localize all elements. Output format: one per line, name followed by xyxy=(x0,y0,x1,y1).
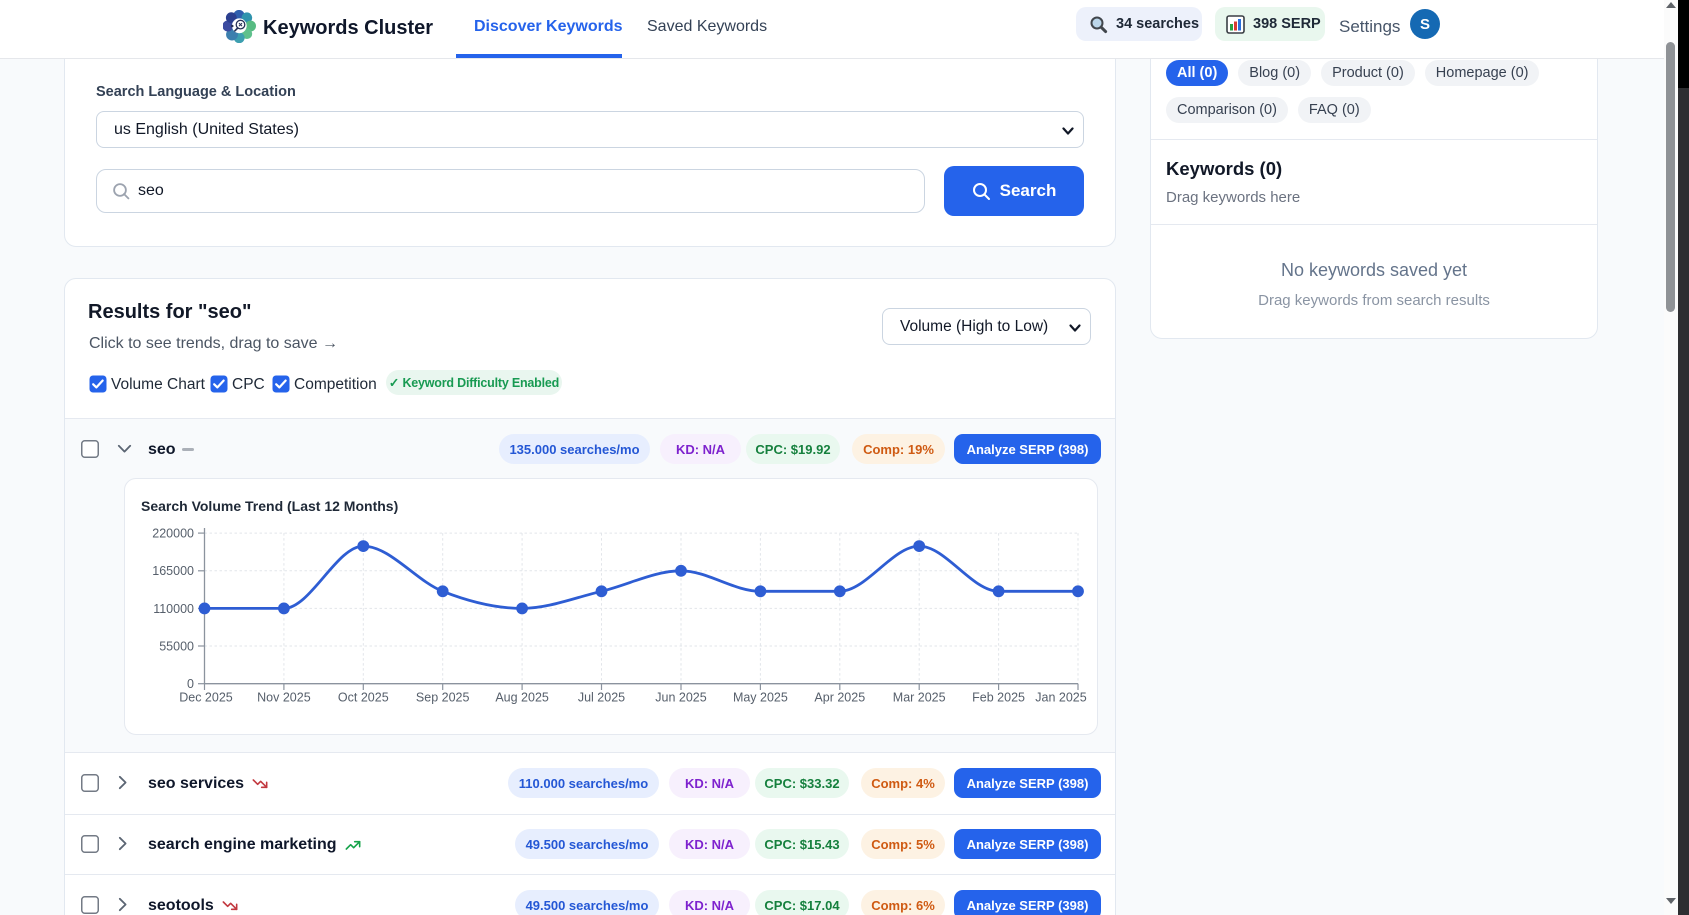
svg-text:Apr 2025: Apr 2025 xyxy=(814,691,865,705)
svg-text:Sep 2025: Sep 2025 xyxy=(416,691,470,705)
svg-text:May 2025: May 2025 xyxy=(733,691,788,705)
svg-text:110000: 110000 xyxy=(153,602,194,616)
svg-text:55000: 55000 xyxy=(159,639,194,653)
svg-text:Jun 2025: Jun 2025 xyxy=(655,691,706,705)
svg-text:Jul 2025: Jul 2025 xyxy=(578,691,625,705)
svg-text:Oct 2025: Oct 2025 xyxy=(338,691,389,705)
svg-text:0: 0 xyxy=(187,677,194,691)
svg-text:Dec 2025: Dec 2025 xyxy=(179,691,233,705)
svg-text:Aug 2025: Aug 2025 xyxy=(495,691,549,705)
svg-text:165000: 165000 xyxy=(152,564,194,578)
svg-text:Jan 2025: Jan 2025 xyxy=(1035,691,1086,705)
svg-text:Nov 2025: Nov 2025 xyxy=(257,691,311,705)
svg-text:220000: 220000 xyxy=(152,527,194,541)
svg-text:Mar 2025: Mar 2025 xyxy=(893,691,946,705)
svg-text:Feb 2025: Feb 2025 xyxy=(972,691,1025,705)
